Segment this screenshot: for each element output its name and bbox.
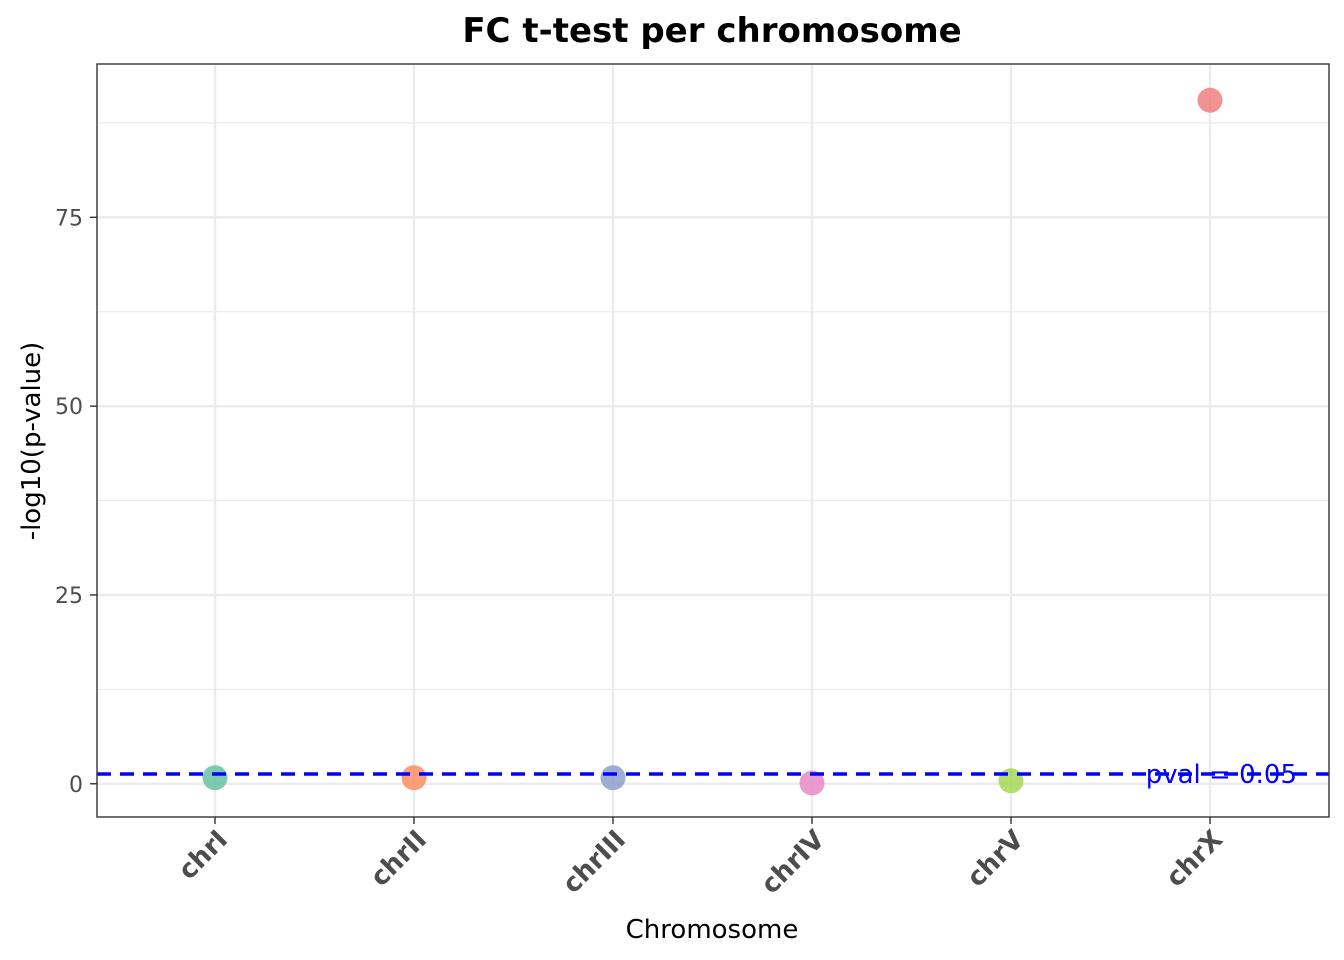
data-point-chrii (401, 765, 427, 791)
threshold-label: pval = 0.05 (1146, 760, 1297, 790)
y-tick-label: 0 (69, 773, 83, 798)
panel-background (97, 64, 1329, 817)
data-point-chriv (799, 770, 825, 796)
y-axis-title: -log10(p-value) (17, 342, 47, 541)
data-point-chri (202, 765, 228, 791)
panel-border (96, 63, 1330, 818)
data-point-chrx (1197, 87, 1223, 113)
x-axis-title: Chromosome (626, 915, 799, 945)
chart-title: FC t-test per chromosome (462, 11, 961, 51)
plot-panel: pval = 0.05 (96, 63, 1330, 818)
data-point-chriii (600, 765, 626, 791)
y-tick-label: 75 (55, 206, 83, 231)
y-tick-label: 25 (55, 584, 83, 609)
data-point-chrv (998, 768, 1024, 794)
y-tick-label: 50 (55, 395, 83, 420)
